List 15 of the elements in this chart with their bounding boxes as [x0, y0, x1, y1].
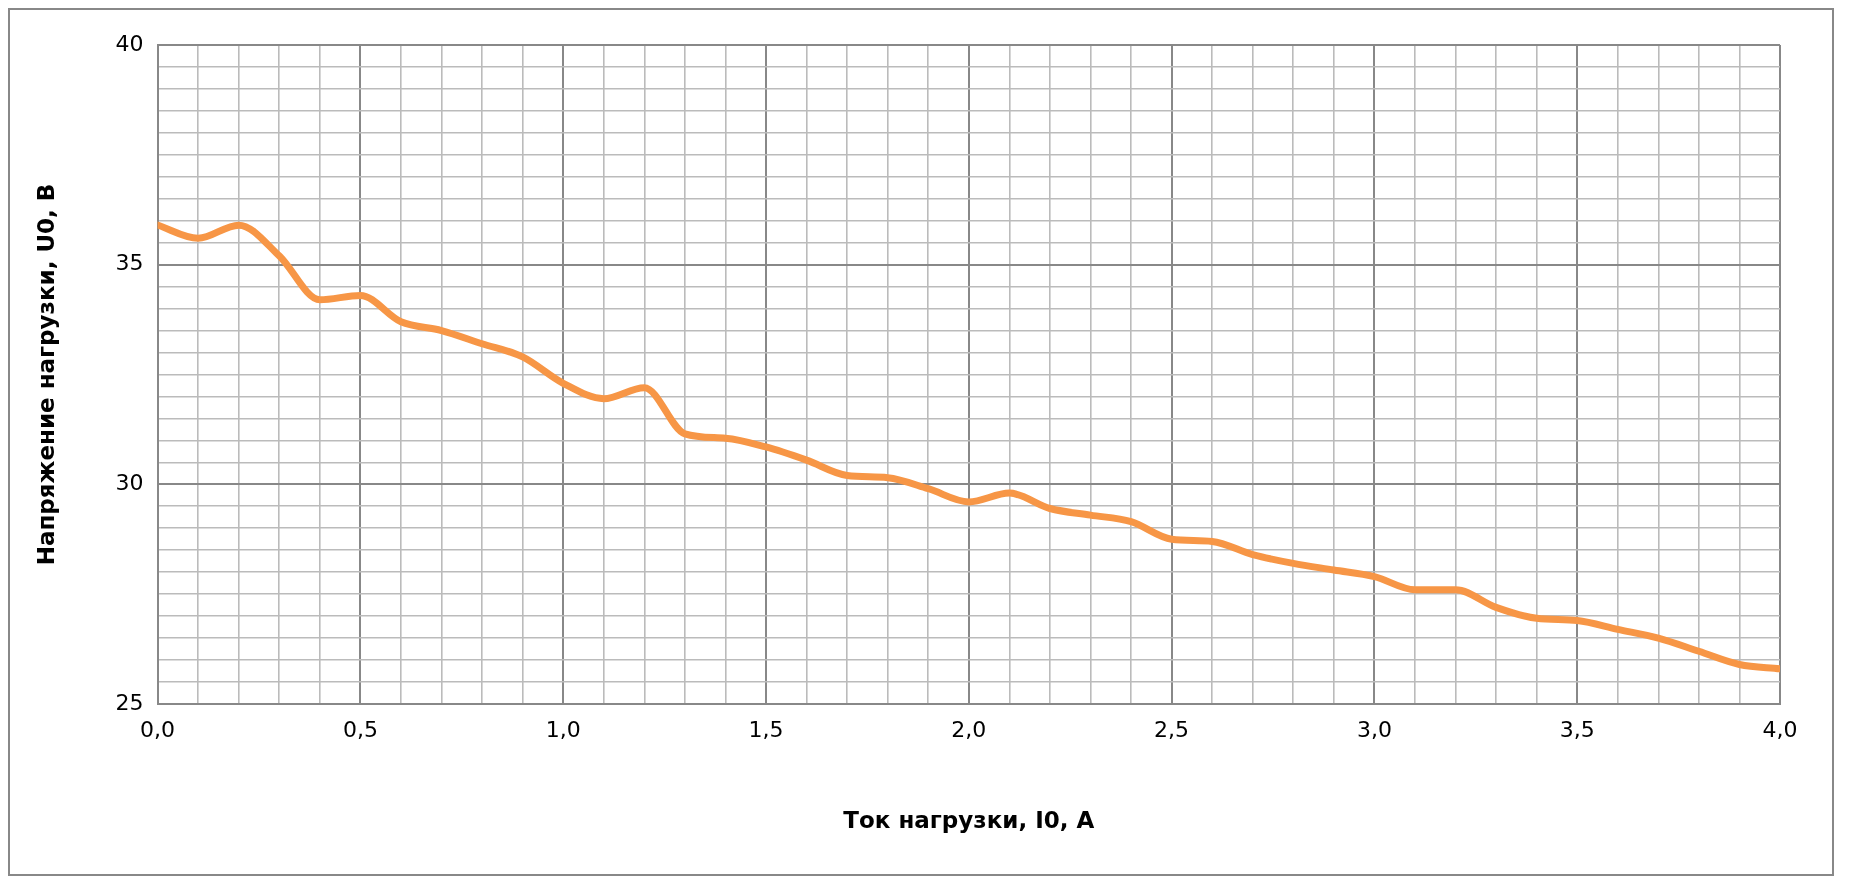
x-tick-label: 1,5 [748, 716, 784, 742]
x-axis-title: Ток нагрузки, I0, А [843, 807, 1095, 834]
x-tick-label: 1,0 [545, 716, 581, 742]
y-tick-label: 25 [115, 689, 144, 715]
y-tick-label: 35 [115, 250, 144, 276]
x-tick-label: 0,5 [342, 716, 378, 742]
x-tick-label: 3,5 [1559, 716, 1595, 742]
y-axis-title: Напряжение нагрузки, U0, В [32, 183, 59, 566]
x-tick-label: 3,0 [1356, 716, 1392, 742]
x-tick-label: 0,0 [140, 716, 176, 742]
x-tick-label: 4,0 [1762, 716, 1798, 742]
y-tick-label: 40 [115, 30, 144, 56]
x-tick-label: 2,0 [951, 716, 987, 742]
x-tick-label: 2,5 [1154, 716, 1190, 742]
y-tick-label: 30 [115, 470, 144, 496]
